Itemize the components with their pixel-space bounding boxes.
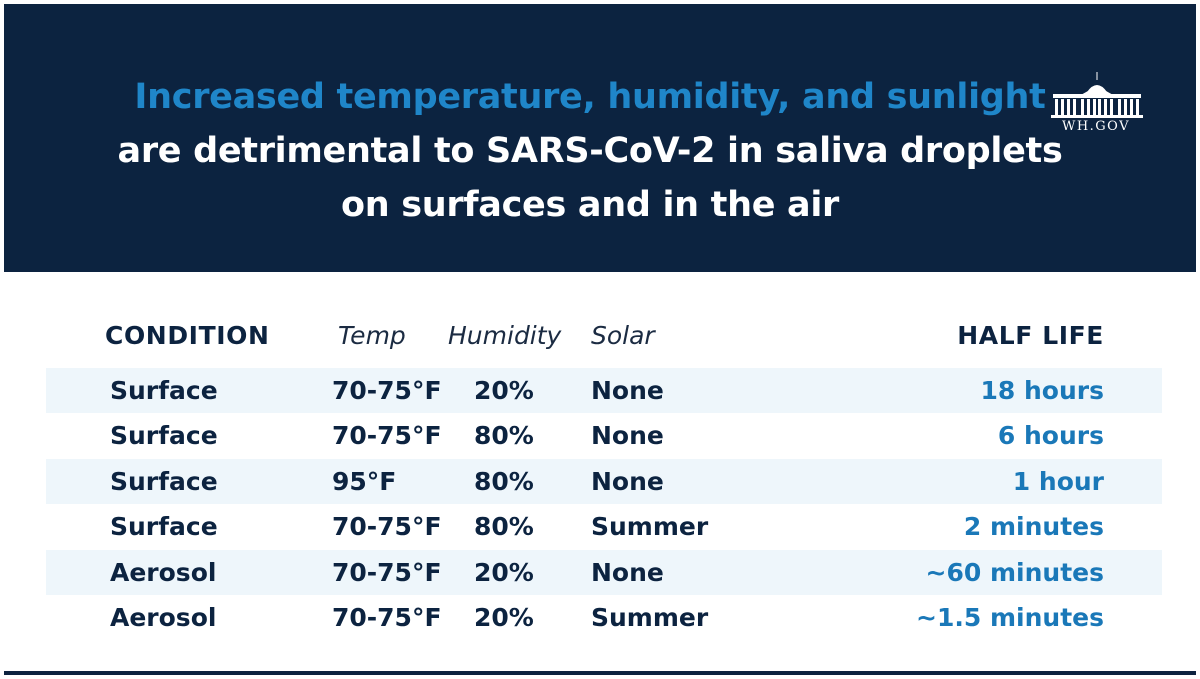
cell-half-life: 2 minutes bbox=[963, 512, 1104, 542]
table-row: Surface 95°F 80% None 1 hour bbox=[46, 458, 1162, 505]
cell-temp: 70-75°F bbox=[332, 512, 442, 542]
cell-solar: None bbox=[591, 421, 664, 451]
cell-half-life: 18 hours bbox=[980, 376, 1104, 405]
table-row: Aerosol 70-75°F 20% Summer ~1.5 minutes bbox=[46, 595, 1162, 640]
cell-condition: Surface bbox=[110, 376, 218, 405]
column-header-solar: Solar bbox=[591, 321, 655, 350]
logo-text: WH.GOV bbox=[1061, 119, 1131, 134]
title-line-3: on surfaces and in the air bbox=[340, 185, 840, 225]
column-header-temp: Temp bbox=[338, 321, 406, 350]
cell-humidity: 80% bbox=[474, 466, 534, 496]
cell-humidity: 80% bbox=[474, 421, 534, 451]
title-line-2: are detrimental to SARS-CoV-2 in saliva … bbox=[117, 131, 1063, 171]
table-row: Surface 70-75°F 80% Summer 2 minutes bbox=[46, 504, 1162, 549]
title-line-1: Increased temperature, humidity, and sun… bbox=[134, 77, 1046, 117]
cell-temp: 70-75°F bbox=[332, 557, 442, 587]
cell-temp: 70-75°F bbox=[332, 421, 442, 451]
header-banner bbox=[4, 4, 1196, 272]
cell-solar: None bbox=[591, 376, 664, 405]
cell-solar: None bbox=[591, 466, 664, 496]
cell-condition: Surface bbox=[110, 421, 218, 451]
column-header-condition: CONDITION bbox=[105, 321, 270, 350]
cell-humidity: 20% bbox=[474, 376, 534, 405]
cell-humidity: 20% bbox=[474, 602, 534, 632]
white-house-icon bbox=[1051, 72, 1143, 118]
cell-half-life: 1 hour bbox=[1012, 466, 1104, 496]
table-row: Aerosol 70-75°F 20% None ~60 minutes bbox=[46, 549, 1162, 595]
cell-condition: Aerosol bbox=[110, 602, 217, 632]
half-life-table: CONDITION Temp Humidity Solar HALF LIFE … bbox=[46, 318, 1162, 640]
bottom-divider bbox=[4, 671, 1196, 675]
table-row: Surface 70-75°F 20% None 18 hours bbox=[46, 368, 1162, 414]
table-row: Surface 70-75°F 80% None 6 hours bbox=[46, 413, 1162, 458]
cell-temp: 95°F bbox=[332, 466, 397, 496]
cell-temp: 70-75°F bbox=[332, 602, 442, 632]
cell-condition: Surface bbox=[110, 512, 218, 542]
table-header: CONDITION Temp Humidity Solar HALF LIFE bbox=[46, 318, 1162, 368]
cell-half-life: ~60 minutes bbox=[925, 557, 1104, 587]
cell-temp: 70-75°F bbox=[332, 376, 442, 405]
cell-solar: Summer bbox=[591, 512, 709, 542]
column-header-humidity: Humidity bbox=[448, 321, 562, 350]
cell-humidity: 80% bbox=[474, 512, 534, 542]
column-header-half-life: HALF LIFE bbox=[957, 321, 1104, 350]
cell-half-life: ~1.5 minutes bbox=[916, 602, 1104, 632]
slide-title: Increased temperature, humidity, and sun… bbox=[0, 70, 1180, 232]
cell-half-life: 6 hours bbox=[997, 421, 1104, 451]
cell-solar: None bbox=[591, 557, 664, 587]
cell-condition: Surface bbox=[110, 466, 218, 496]
cell-condition: Aerosol bbox=[110, 557, 217, 587]
cell-humidity: 20% bbox=[474, 557, 534, 587]
cell-solar: Summer bbox=[591, 602, 709, 632]
